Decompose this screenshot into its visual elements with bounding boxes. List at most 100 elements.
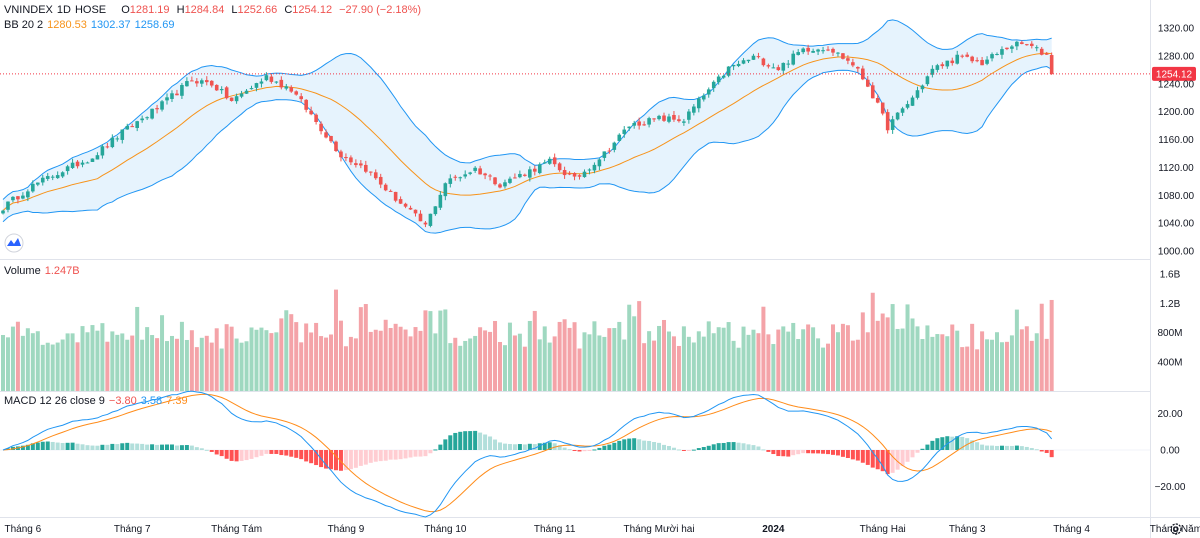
- candle-body: [657, 115, 661, 120]
- macd-hist-bar: [632, 438, 637, 450]
- macd-hist-bar: [776, 450, 781, 457]
- candle-body: [1044, 53, 1049, 55]
- volume-bar: [830, 324, 835, 391]
- macd-hist-bar: [885, 450, 890, 475]
- volume-bar: [557, 321, 562, 391]
- candle-body: [200, 80, 204, 84]
- volume-bar: [711, 333, 716, 391]
- volume-bar: [105, 341, 110, 391]
- volume-bar: [527, 320, 532, 391]
- macd-hist-bar: [65, 442, 70, 450]
- volume-bar: [999, 342, 1004, 391]
- volume-bar: [458, 345, 463, 391]
- macd-hist-bar: [194, 447, 199, 450]
- candle-body: [26, 191, 30, 198]
- macd-hist-bar: [204, 449, 209, 451]
- volume-legend[interactable]: Volume 1.247B: [4, 264, 84, 278]
- candle-body: [662, 115, 666, 121]
- macd-label: MACD 12 26 close 9: [4, 395, 105, 407]
- volume-bar: [761, 306, 766, 391]
- time-axis-label: Tháng 7: [114, 524, 151, 535]
- macd-hist-bar: [696, 448, 701, 450]
- candle-body: [821, 50, 825, 52]
- candle-body: [209, 80, 214, 86]
- macd-hist-bar: [666, 445, 671, 450]
- volume-bar: [582, 332, 587, 391]
- volume-bar: [329, 334, 334, 391]
- volume-bar: [383, 319, 388, 391]
- candle-body: [592, 164, 597, 171]
- volume-bar: [150, 335, 155, 391]
- volume-bar: [786, 331, 791, 391]
- price-tick-label: 1160.00: [1158, 135, 1194, 146]
- macd-hist-bar: [488, 436, 493, 450]
- macd-hist-bar: [184, 445, 189, 450]
- volume-bar: [378, 330, 383, 391]
- macd-hist-bar: [587, 450, 592, 451]
- candle-body: [95, 155, 100, 160]
- candle-body: [776, 67, 781, 71]
- volume-bar: [542, 326, 547, 391]
- macd-hist-bar: [45, 441, 50, 450]
- macd-hist-bar: [701, 447, 706, 450]
- volume-bar: [816, 338, 821, 391]
- macd-hist-bar: [478, 432, 483, 450]
- bb-legend[interactable]: BB 20 2 1280.53 1302.37 1258.69: [4, 18, 178, 32]
- macd-hist-bar: [970, 440, 975, 450]
- macd-hist-bar: [493, 439, 498, 450]
- volume-bar: [930, 336, 935, 391]
- candle-body: [995, 53, 999, 55]
- macd-hist-bar: [756, 446, 761, 450]
- candle-body: [801, 48, 805, 53]
- candle-body: [105, 146, 110, 148]
- volume-bar: [259, 327, 264, 391]
- symbol-name[interactable]: VNINDEX: [4, 4, 53, 16]
- candle-body: [145, 117, 149, 119]
- candle-body: [378, 176, 383, 185]
- volume-bar: [647, 331, 652, 391]
- candle-body: [1020, 42, 1024, 44]
- volume-bar: [453, 337, 458, 391]
- volume-bar: [592, 321, 597, 391]
- macd-hist-bar: [343, 450, 348, 471]
- macd-hist-bar: [174, 445, 179, 450]
- candle-body: [219, 88, 224, 91]
- gear-hub: [1173, 526, 1179, 532]
- candle-body: [70, 162, 75, 168]
- volume-bar: [970, 323, 975, 391]
- volume-bar: [845, 325, 850, 391]
- candle-body: [547, 158, 552, 164]
- macd-hist-bar: [269, 450, 274, 454]
- macd-legend[interactable]: MACD 12 26 close 9 −3.80 3.58 7.39: [4, 394, 192, 408]
- macd-hist-bar: [85, 445, 90, 450]
- volume-bar: [686, 336, 691, 391]
- candle-body: [761, 58, 766, 66]
- candle-body: [701, 95, 706, 100]
- interval[interactable]: 1D: [56, 4, 71, 16]
- candle-body: [190, 80, 194, 82]
- macd-hist-bar: [239, 450, 244, 461]
- candle-body: [1049, 55, 1054, 74]
- volume-bar: [731, 340, 736, 391]
- volume-bar: [214, 328, 219, 391]
- macd-hist-bar: [845, 450, 850, 459]
- candle-body: [920, 85, 925, 90]
- volume-bar: [776, 329, 781, 391]
- macd-hist-bar: [731, 442, 736, 450]
- candle-body: [811, 50, 815, 53]
- macd-hist-bar: [816, 450, 821, 454]
- candle-body: [711, 81, 716, 89]
- macd-hist-bar: [90, 445, 95, 450]
- candle-body: [885, 112, 890, 131]
- settings-gear-icon[interactable]: [1170, 523, 1182, 535]
- macd-hist-bar: [637, 439, 642, 450]
- volume-bar: [1004, 341, 1009, 391]
- candle-body: [368, 171, 373, 173]
- candle-body: [55, 175, 60, 179]
- last-price-label: 1254.12: [1156, 69, 1193, 80]
- candle-body: [239, 93, 244, 97]
- candle-body: [364, 164, 368, 172]
- volume-bar: [885, 317, 890, 391]
- macd-hist-bar: [105, 444, 110, 450]
